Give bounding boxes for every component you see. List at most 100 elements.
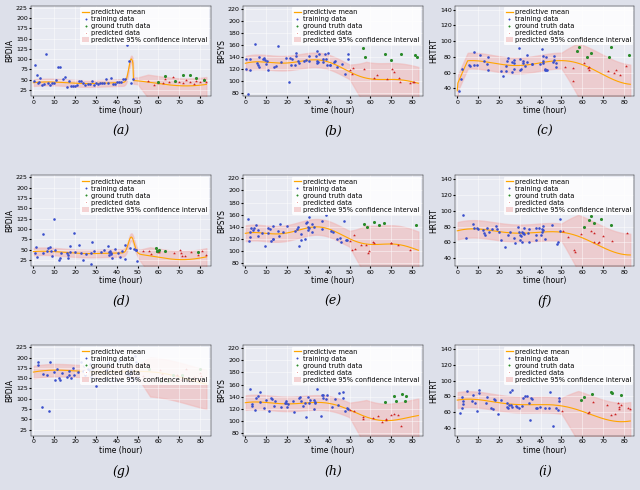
Point bbox=[143, 77, 153, 85]
Point bbox=[195, 78, 205, 86]
Text: (a): (a) bbox=[112, 125, 129, 138]
Point bbox=[381, 415, 391, 422]
Point bbox=[55, 376, 65, 384]
Legend: predictive mean, training data, ground truth data, predicted data, predictive 95: predictive mean, training data, ground t… bbox=[80, 346, 209, 385]
Point bbox=[381, 416, 391, 423]
Point bbox=[579, 59, 589, 67]
Point bbox=[474, 389, 484, 397]
Point bbox=[531, 224, 541, 232]
Point bbox=[157, 79, 168, 87]
Point bbox=[43, 79, 53, 87]
X-axis label: time (hour): time (hour) bbox=[99, 106, 143, 115]
Point bbox=[301, 218, 312, 226]
Point bbox=[120, 255, 130, 263]
Point bbox=[464, 61, 474, 69]
Point bbox=[253, 53, 264, 61]
Point bbox=[54, 256, 65, 264]
Point bbox=[105, 246, 115, 254]
Point bbox=[465, 62, 475, 70]
Point bbox=[95, 79, 105, 87]
Point bbox=[515, 236, 525, 244]
Point bbox=[519, 224, 529, 232]
Point bbox=[125, 366, 136, 374]
Point bbox=[96, 248, 106, 256]
Point bbox=[504, 228, 515, 236]
Point bbox=[266, 225, 276, 233]
Point bbox=[607, 238, 617, 245]
Point bbox=[493, 411, 504, 418]
Point bbox=[321, 55, 331, 63]
Point bbox=[86, 373, 96, 381]
Point bbox=[76, 359, 86, 367]
Y-axis label: HRTRT: HRTRT bbox=[429, 208, 438, 233]
Point bbox=[347, 70, 357, 78]
Point bbox=[401, 392, 412, 400]
Point bbox=[321, 394, 332, 402]
Point bbox=[613, 399, 623, 407]
Point bbox=[304, 213, 314, 220]
Point bbox=[389, 392, 399, 400]
Point bbox=[534, 224, 544, 232]
Point bbox=[83, 365, 93, 373]
Point bbox=[321, 392, 332, 399]
Point bbox=[457, 393, 467, 401]
Point bbox=[109, 80, 120, 88]
Point bbox=[557, 227, 568, 235]
Point bbox=[129, 245, 139, 253]
Point bbox=[342, 55, 353, 63]
Point bbox=[504, 401, 515, 409]
Point bbox=[303, 224, 314, 232]
Point bbox=[380, 398, 390, 406]
Point bbox=[579, 223, 589, 231]
Point bbox=[456, 404, 467, 412]
Point bbox=[116, 78, 126, 86]
Point bbox=[586, 213, 596, 220]
Point bbox=[170, 76, 180, 84]
Point bbox=[260, 60, 271, 68]
Point bbox=[360, 242, 371, 249]
X-axis label: time (hour): time (hour) bbox=[311, 276, 355, 285]
Point bbox=[492, 225, 502, 233]
Point bbox=[540, 66, 550, 74]
Point bbox=[72, 80, 83, 88]
Point bbox=[555, 226, 565, 234]
Point bbox=[527, 60, 537, 68]
Point bbox=[345, 66, 355, 74]
Point bbox=[490, 395, 500, 403]
X-axis label: time (hour): time (hour) bbox=[523, 106, 566, 115]
Point bbox=[507, 69, 517, 76]
Point bbox=[172, 371, 182, 379]
Point bbox=[275, 58, 285, 66]
Point bbox=[312, 57, 322, 65]
Point bbox=[325, 61, 335, 69]
Point bbox=[282, 400, 292, 408]
Point bbox=[280, 399, 291, 407]
Legend: predictive mean, training data, ground truth data, predicted data, predictive 95: predictive mean, training data, ground t… bbox=[80, 177, 209, 215]
Point bbox=[189, 80, 199, 88]
Point bbox=[117, 247, 127, 255]
Point bbox=[456, 75, 467, 83]
Point bbox=[519, 230, 529, 238]
Point bbox=[294, 242, 304, 249]
Point bbox=[300, 413, 310, 420]
Point bbox=[623, 404, 633, 412]
Point bbox=[301, 56, 311, 64]
Point bbox=[502, 399, 512, 407]
Point bbox=[584, 408, 595, 416]
Point bbox=[264, 407, 275, 415]
Point bbox=[495, 236, 506, 244]
Point bbox=[199, 75, 209, 83]
Point bbox=[176, 249, 186, 257]
Point bbox=[131, 257, 141, 265]
Point bbox=[551, 404, 561, 412]
Point bbox=[282, 403, 292, 411]
Point bbox=[337, 388, 348, 396]
Point bbox=[298, 402, 308, 410]
Point bbox=[387, 411, 397, 419]
Point bbox=[404, 79, 415, 87]
Point bbox=[551, 63, 561, 71]
Point bbox=[38, 80, 49, 88]
Point bbox=[47, 252, 57, 260]
Point bbox=[408, 78, 419, 86]
Point bbox=[340, 407, 350, 415]
